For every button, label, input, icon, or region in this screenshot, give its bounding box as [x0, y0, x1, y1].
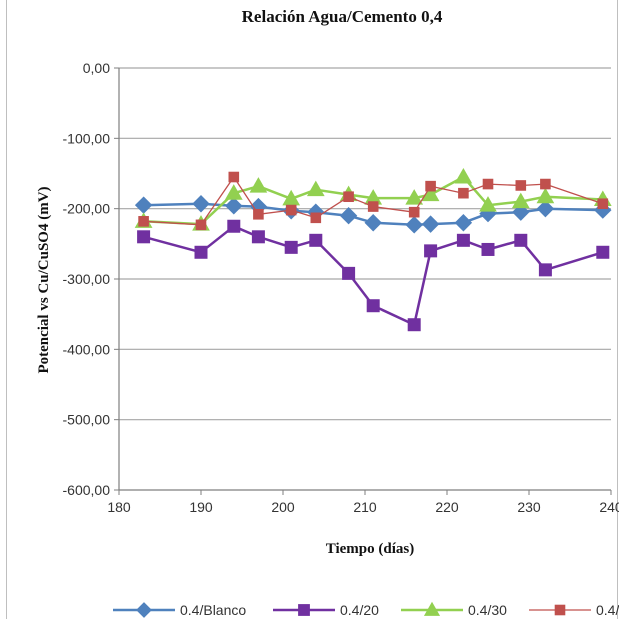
data-point: [339, 206, 358, 225]
data-point: [364, 214, 382, 232]
legend-item-1: 0.4/Blanco: [113, 602, 246, 618]
data-point: [454, 214, 473, 232]
data-point: [425, 180, 436, 192]
data-point: [251, 230, 265, 244]
y-tick-label: -300,00: [63, 271, 111, 287]
data-point: [249, 177, 268, 193]
data-point: [134, 196, 153, 214]
data-point: [458, 187, 469, 199]
legend-label: 0.4/30: [468, 602, 507, 618]
y-tick-label: -400,00: [63, 341, 111, 357]
y-tick-label: -600,00: [63, 482, 111, 498]
x-tick-label: 180: [107, 499, 131, 515]
data-point: [536, 199, 555, 218]
data-point: [309, 233, 323, 247]
data-point: [456, 233, 470, 247]
data-point: [421, 215, 440, 233]
data-point: [407, 318, 421, 332]
series-2: [137, 219, 610, 332]
data-point: [424, 244, 438, 258]
x-tick-label: 230: [517, 499, 541, 515]
data-point: [405, 189, 424, 205]
y-axis-title: Potencial vs Cu/CuSO4 (mV): [36, 186, 52, 373]
legend-label: 0.4/20: [340, 602, 379, 618]
chart-frame: Relación Agua/Cemento 0,4 0,00 -100,00 -20…: [6, 0, 619, 619]
legend-item-3: 0.4/30: [401, 601, 507, 618]
legend-item-4: 0.4/40: [529, 602, 619, 618]
legend-item-2: 0.4/20: [273, 602, 379, 618]
data-point: [137, 230, 151, 244]
data-point: [481, 242, 495, 256]
data-point: [454, 168, 473, 184]
data-point: [540, 178, 551, 190]
data-point: [138, 216, 149, 227]
data-point: [596, 245, 610, 259]
data-point: [342, 266, 356, 280]
data-point: [306, 180, 325, 197]
data-point: [515, 180, 527, 191]
axes: 0,00 -100,00 -200,00 -300,00 -400,00 -500,00 -…: [63, 60, 619, 515]
legend-marker: [298, 604, 310, 616]
data-point: [512, 203, 530, 221]
legend-marker: [554, 604, 566, 616]
data-point: [511, 192, 530, 209]
legend-label: 0.4/Blanco: [180, 602, 246, 618]
data-point: [195, 219, 207, 231]
y-tick-label: -100,00: [63, 130, 111, 146]
data-point: [366, 299, 380, 313]
data-point: [367, 201, 379, 212]
y-tick-label: -500,00: [63, 412, 111, 428]
data-point: [310, 212, 322, 224]
legend: 0.4/Blanco 0.4/20 0.4/30 0.4/40: [113, 601, 619, 618]
legend-marker: [423, 601, 441, 616]
chart-title: Relación Agua/Cemento 0,4: [242, 7, 443, 26]
data-point: [343, 191, 354, 203]
data-point: [597, 198, 609, 210]
x-tick-label: 200: [271, 499, 295, 515]
y-tick-label: 0,00: [83, 60, 110, 76]
data-point: [228, 171, 240, 183]
data-point: [192, 195, 210, 213]
series-layer: [134, 168, 612, 332]
y-tick-label: -200,00: [63, 201, 111, 217]
x-tick-label: 190: [189, 499, 213, 515]
data-point: [408, 206, 420, 218]
data-point: [284, 240, 298, 254]
legend-marker: [136, 602, 152, 618]
x-axis-title: Tiempo (días): [326, 541, 414, 557]
data-point: [538, 263, 552, 277]
data-point: [536, 187, 555, 204]
data-point: [514, 233, 528, 247]
data-point: [482, 178, 494, 190]
data-point: [194, 245, 208, 259]
grid-lines: [119, 67, 611, 421]
data-point: [405, 216, 423, 234]
data-point: [253, 208, 264, 220]
x-tick-label: 220: [435, 499, 459, 515]
data-point: [479, 196, 497, 212]
legend-label: 0.4/40: [596, 602, 619, 618]
series-4: [138, 171, 609, 231]
data-point: [285, 204, 297, 216]
data-point: [225, 197, 243, 215]
x-tick-label: 240: [599, 499, 619, 515]
data-point: [227, 219, 241, 233]
data-point: [224, 184, 243, 200]
line-chart: Relación Agua/Cemento 0,4 0,00 -100,00 -20…: [36, 7, 619, 618]
x-tick-label: 210: [353, 499, 377, 515]
